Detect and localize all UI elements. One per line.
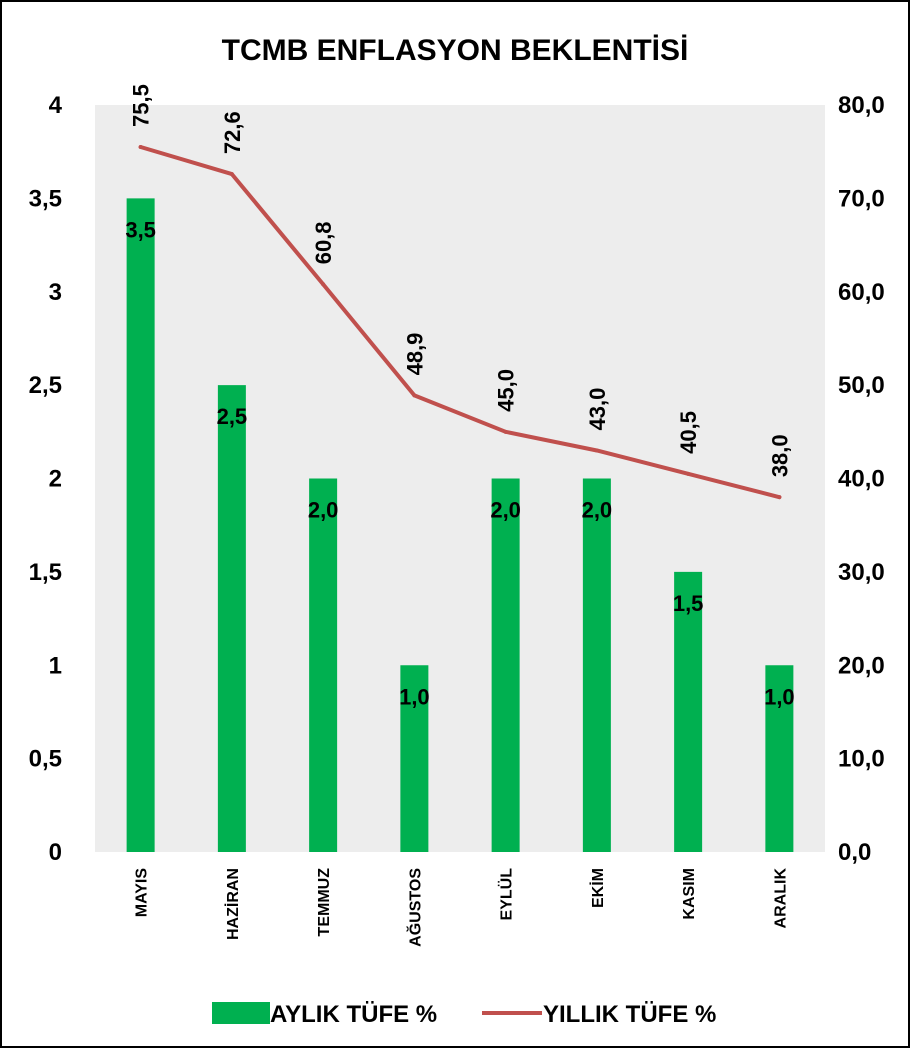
- legend-bar-label: AYLIK TÜFE %: [270, 1001, 437, 1028]
- category-label: KASIM: [681, 868, 698, 920]
- legend-bar-swatch: [212, 1002, 270, 1024]
- bar-data-label: 1,0: [764, 684, 795, 709]
- line-point: [594, 448, 599, 453]
- category-axis-labels: MAYIS HAZİRAN TEMMUZ AĞUSTOS EYLÜL EKİM KASIM A…: [134, 868, 790, 947]
- bar-data-label: 2,5: [217, 404, 248, 429]
- bar-data-label: 1,0: [399, 684, 430, 709]
- line-data-labels: 75,5 72,6 60,8 48,9 45,0 43,0 40,5 38,0: [129, 84, 793, 477]
- bar: [309, 478, 338, 852]
- right-axis-ticks: 0,0 10,0 20,0 30,0 40,0 50,0 60,0 70,0 80,0: [838, 92, 885, 866]
- bar: [400, 665, 429, 852]
- legend-line-label: YILLIK TÜFE %: [543, 1001, 716, 1028]
- line-point: [229, 172, 234, 177]
- bar: [126, 198, 155, 852]
- bar-data-label: 2,0: [490, 498, 521, 523]
- bar: [217, 385, 246, 852]
- bar: [582, 478, 611, 852]
- right-tick-label: 10,0: [838, 746, 885, 773]
- line-point: [503, 429, 508, 434]
- legend: AYLIK TÜFE % YILLIK TÜFE %: [212, 1001, 716, 1028]
- bar-data-label: 1,5: [673, 591, 704, 616]
- left-tick-label: 1: [49, 652, 62, 679]
- bar: [674, 571, 703, 852]
- line-point: [412, 393, 417, 398]
- left-axis-ticks: 0 0,5 1 1,5 2 2,5 3 3,5 4: [29, 92, 63, 866]
- bar-data-label: 3,5: [125, 217, 156, 242]
- category-label: AĞUSTOS: [405, 868, 424, 947]
- chart-title: TCMB ENFLASYON BEKLENTİSİ: [222, 34, 689, 67]
- left-tick-label: 0,5: [29, 746, 62, 773]
- category-label: EYLÜL: [497, 868, 516, 921]
- line-data-label: 38,0: [767, 434, 792, 477]
- line-point: [138, 145, 143, 150]
- bar-data-label: 2,0: [582, 498, 613, 523]
- line-data-label: 48,9: [402, 333, 427, 376]
- left-tick-label: 2: [49, 466, 62, 493]
- line-point: [686, 471, 691, 476]
- line-path: [138, 145, 782, 500]
- left-tick-label: 0: [49, 839, 62, 866]
- category-label: EKİM: [589, 868, 607, 908]
- right-tick-label: 80,0: [838, 92, 885, 119]
- category-label: ARALIK: [772, 868, 789, 929]
- bar-data-labels: 3,5 2,5 2,0 1,0 2,0 2,0 1,5 1,0: [125, 217, 794, 709]
- line-series: [138, 145, 782, 500]
- left-tick-label: 4: [49, 92, 63, 119]
- line-point: [777, 495, 782, 500]
- line-point: [321, 282, 326, 287]
- left-tick-label: 2,5: [29, 372, 62, 399]
- right-tick-label: 20,0: [838, 652, 885, 679]
- line-data-label: 45,0: [494, 369, 519, 412]
- right-tick-label: 0,0: [838, 839, 871, 866]
- bar-data-label: 2,0: [308, 498, 339, 523]
- right-tick-label: 30,0: [838, 559, 885, 586]
- left-tick-label: 1,5: [29, 559, 62, 586]
- left-tick-label: 3: [49, 279, 62, 306]
- right-tick-label: 40,0: [838, 466, 885, 493]
- line-data-label: 40,5: [676, 411, 701, 454]
- plot-area: [95, 105, 825, 852]
- right-tick-label: 70,0: [838, 185, 885, 212]
- right-tick-label: 60,0: [838, 279, 885, 306]
- bar: [765, 665, 794, 852]
- category-label: TEMMUZ: [316, 868, 333, 937]
- category-label: MAYIS: [134, 868, 151, 918]
- bar-series: [126, 198, 794, 852]
- line-data-label: 43,0: [585, 388, 610, 431]
- category-label: HAZİRAN: [224, 868, 242, 940]
- line-data-label: 72,6: [220, 111, 245, 154]
- right-tick-label: 50,0: [838, 372, 885, 399]
- left-tick-label: 3,5: [29, 185, 62, 212]
- line-data-label: 60,8: [311, 221, 336, 264]
- line-data-label: 75,5: [129, 84, 154, 127]
- bar: [491, 478, 520, 852]
